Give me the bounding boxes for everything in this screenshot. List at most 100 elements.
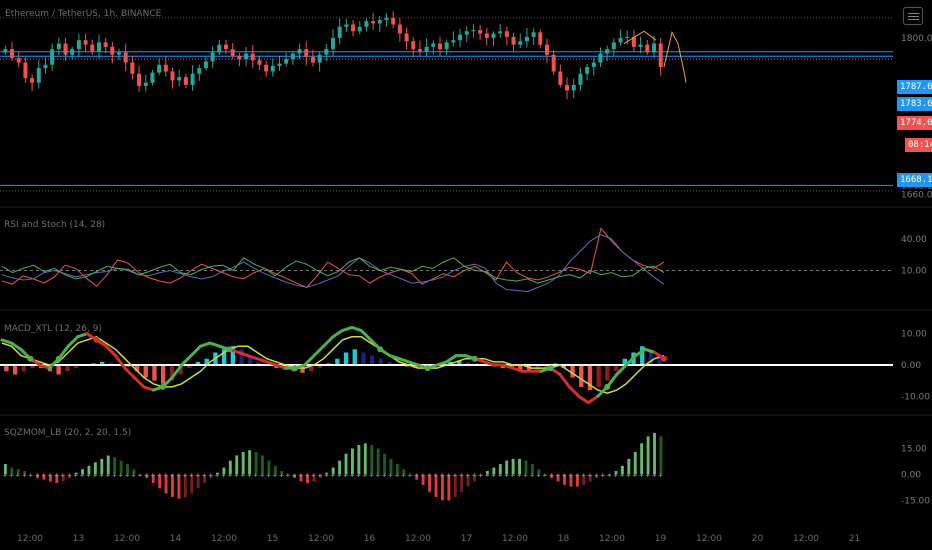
squeeze-histogram-bar — [582, 474, 586, 485]
time-axis-label: 12:00 — [17, 534, 43, 544]
squeeze-histogram-bar — [261, 455, 264, 475]
squeeze-histogram-bar — [370, 445, 374, 475]
macd-line-segment — [265, 360, 278, 367]
candle-body — [578, 73, 583, 85]
macd-line-segment — [170, 363, 184, 380]
projection-line — [623, 30, 657, 44]
macd-line-segment — [274, 363, 288, 370]
squeeze-histogram-bar — [183, 474, 187, 497]
macd-histogram-bar — [248, 355, 253, 365]
squeeze-dot: + — [170, 471, 174, 479]
macd-cross-dot — [471, 355, 478, 362]
squeeze-dot: + — [9, 471, 13, 479]
squeeze-histogram-bar — [286, 474, 290, 476]
time-axis-label: 12:00 — [599, 534, 625, 544]
macd-histogram-bar — [134, 365, 140, 372]
squeeze-dot: + — [164, 471, 168, 479]
squeeze-dot: + — [504, 471, 508, 479]
squeeze-dot: + — [369, 471, 373, 479]
macd-line-segment — [397, 357, 411, 364]
squeeze-histogram-bar — [48, 474, 52, 482]
macd-histogram-bar — [187, 365, 192, 369]
candle-body — [177, 77, 182, 81]
squeeze-dot: + — [620, 471, 624, 479]
squeeze-dot: + — [601, 471, 605, 479]
rsi-series-line — [1, 227, 665, 288]
price-axis-tick: 1660.00 — [901, 190, 932, 200]
squeeze-dot: + — [93, 471, 97, 479]
time-axis-label: 14 — [170, 534, 182, 544]
squeeze-dot: + — [273, 471, 277, 479]
candle-body — [90, 44, 95, 52]
time-axis-label: 12:00 — [405, 534, 431, 544]
candle-body — [244, 53, 249, 60]
candle-body — [224, 44, 229, 50]
squeeze-dot: + — [125, 471, 129, 479]
macd-line-segment — [38, 363, 51, 370]
candle-body — [384, 17, 389, 21]
macd-line-segment — [340, 325, 354, 333]
macd-histogram-bar — [21, 365, 26, 372]
squeeze-dot: + — [254, 471, 258, 479]
candle-body — [391, 17, 396, 25]
candle-body — [237, 55, 242, 60]
squeeze-histogram-bar — [106, 455, 110, 475]
squeeze-histogram-bar — [421, 474, 425, 485]
macd-histogram-bar — [317, 365, 323, 369]
squeeze-histogram-bar — [498, 464, 502, 475]
macd-histogram-bar — [195, 361, 201, 365]
candle-body — [571, 84, 576, 91]
macd-line-segment — [624, 354, 638, 367]
macd-line-segment — [388, 354, 401, 361]
squeeze-dot: + — [112, 471, 116, 479]
squeeze-dot: + — [491, 471, 495, 479]
macd-line-segment — [359, 329, 373, 342]
time-axis-label: 20 — [752, 534, 764, 544]
candle-body — [618, 37, 623, 43]
squeeze-dot: + — [517, 471, 521, 479]
macd-line-segment — [132, 376, 146, 389]
squeeze-dot: + — [337, 471, 341, 479]
chart-menu-button[interactable] — [903, 7, 923, 25]
squeeze-dot: + — [389, 471, 393, 479]
squeeze-dot: + — [472, 471, 476, 479]
candle-body — [631, 36, 636, 47]
squeeze-histogram-bar — [646, 436, 650, 475]
squeeze-dot: + — [331, 471, 335, 479]
time-axis-label: 16 — [364, 534, 376, 544]
candle-body — [351, 24, 356, 32]
squeeze-dot: + — [196, 471, 200, 479]
time-axis-label: 12:00 — [793, 534, 819, 544]
macd-histogram-bar — [4, 365, 9, 372]
candle-body — [344, 24, 349, 27]
squeeze-dot: + — [86, 471, 90, 479]
squeeze-dot: + — [414, 471, 418, 479]
macd-histogram-bar — [65, 365, 70, 372]
squeeze-histogram-bar — [415, 474, 419, 480]
candle-body — [130, 62, 135, 74]
price-badge: 1787.66 — [897, 80, 932, 94]
candle-body — [565, 84, 570, 91]
macd-histogram-bar — [12, 365, 18, 375]
candle-body — [464, 31, 469, 35]
squeeze-histogram-bar — [55, 474, 59, 484]
squeeze-histogram-bar — [640, 443, 644, 475]
candle-body — [96, 42, 101, 52]
macd-cross-dot — [93, 336, 100, 343]
projection-line — [663, 30, 687, 83]
squeeze-dot: + — [3, 471, 7, 479]
squeeze-dot: + — [556, 471, 560, 479]
candle-body — [478, 30, 483, 34]
squeeze-dot: + — [234, 471, 238, 479]
candle-body — [63, 43, 68, 55]
squeeze-histogram-bar — [556, 474, 560, 482]
squeeze-dot: + — [659, 471, 663, 479]
macd-histogram-bar — [570, 365, 575, 378]
squeeze-histogram-bar — [633, 451, 637, 475]
macd-line-segment — [142, 385, 155, 392]
macd-histogram-bar — [457, 360, 462, 365]
squeeze-histogram-bar — [299, 474, 303, 482]
macd-line-segment — [104, 344, 117, 358]
squeeze-dot: + — [299, 471, 303, 479]
